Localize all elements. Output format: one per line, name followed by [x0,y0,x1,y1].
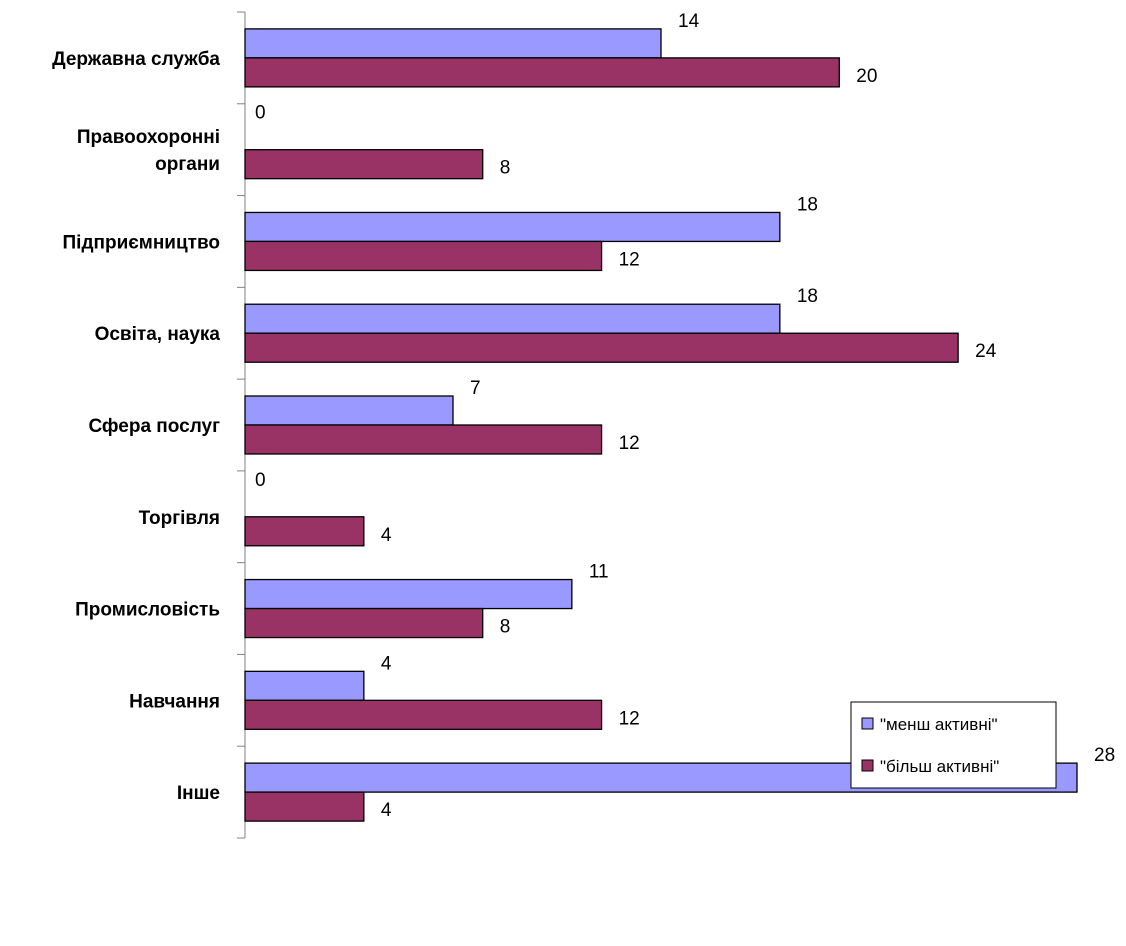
category-label: Навчання [129,691,220,712]
data-label: 14 [678,11,700,32]
bar-less-active [244,303,781,334]
data-label: 8 [500,617,511,638]
data-label: 0 [255,470,266,491]
category-label: Торгівля [139,508,220,529]
data-label: 12 [619,708,640,729]
data-label: 12 [619,249,640,270]
category-label: Інше [177,783,220,804]
bar-more-active [244,240,603,272]
category-label: Державна служба [52,49,220,70]
bar-more-active [244,699,603,730]
legend-swatch [861,717,874,730]
data-label: 8 [500,158,511,179]
data-label: 24 [975,341,997,362]
category-label: Правоохоронні органи [77,127,220,175]
bar-more-active [244,516,365,547]
legend-label: "менш активні" [880,715,998,734]
bar-more-active [244,424,603,455]
category-label: Освіта, наука [95,324,221,345]
data-label: 4 [381,653,392,674]
data-label: 18 [797,194,818,215]
data-label: 0 [255,103,266,124]
data-label: 4 [381,800,392,821]
legend-label: "більш активні" [880,757,999,776]
data-label: 20 [856,66,877,87]
bar-less-active [244,28,662,59]
bar-more-active [244,149,484,180]
bar-less-active [244,395,454,426]
category-label: Підприємництво [63,232,220,253]
bar-less-active [244,211,781,243]
data-label: 11 [589,562,609,583]
bar-less-active [244,578,573,610]
category-label: Сфера послуг [88,416,220,437]
legend-swatch [861,759,874,772]
bar-more-active [244,57,840,88]
data-label: 12 [619,433,640,454]
data-label: 18 [797,286,818,307]
data-label: 28 [1094,745,1115,766]
category-label: Промисловість [75,600,220,621]
bar-more-active [244,332,959,363]
bar-less-active [244,670,365,701]
legend-box [850,701,1057,789]
bar-more-active [244,607,484,639]
data-label: 7 [470,378,481,399]
data-label: 4 [381,525,392,546]
bar-more-active [244,791,365,822]
